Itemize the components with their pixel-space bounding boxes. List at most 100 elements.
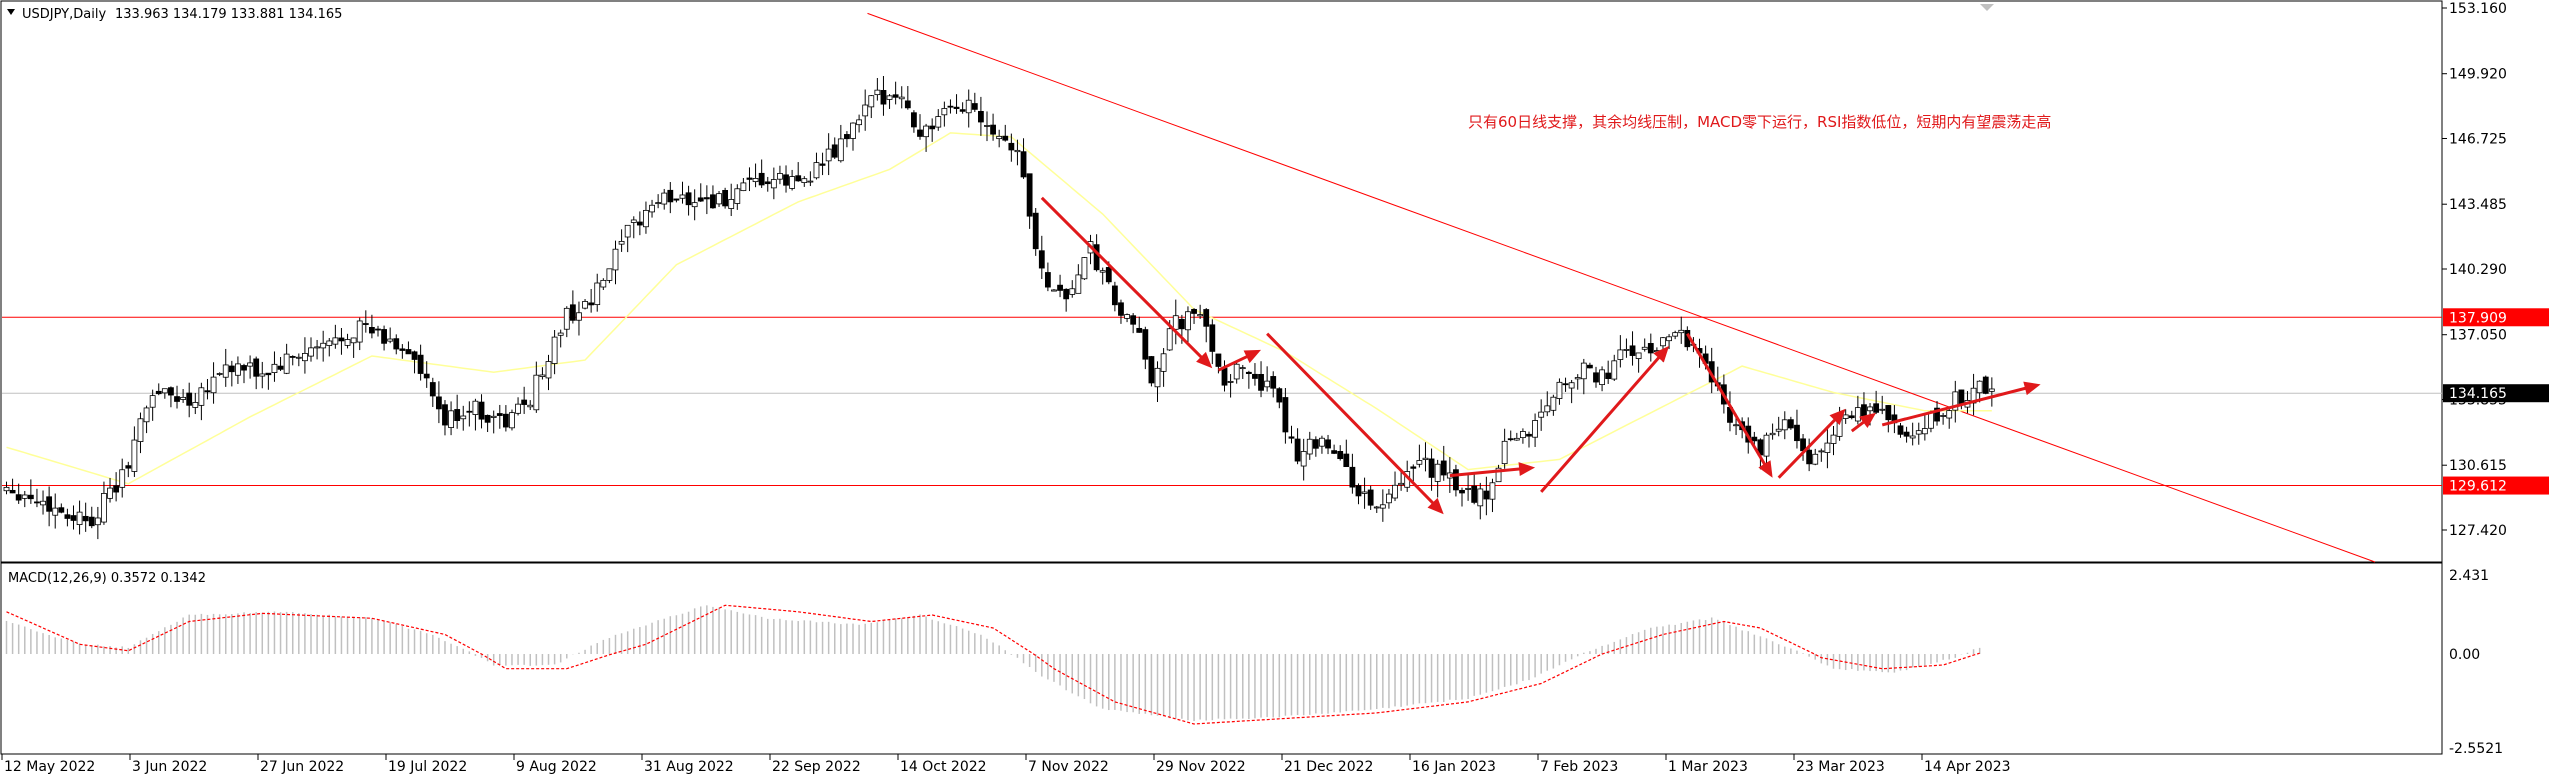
candle-body	[1629, 345, 1636, 356]
candle	[210, 362, 217, 404]
candle-body	[789, 176, 796, 189]
candle	[1410, 464, 1417, 482]
candle	[1556, 378, 1563, 405]
candle	[1319, 435, 1325, 454]
level-tag-bg	[2443, 476, 2549, 495]
candle	[107, 477, 113, 503]
candle-body	[502, 413, 509, 428]
candle	[1422, 442, 1429, 472]
candle-body	[1337, 450, 1344, 460]
candle-body	[1270, 376, 1277, 389]
candle-body	[94, 517, 101, 526]
candle-body	[953, 106, 960, 109]
candle-body	[1976, 380, 1983, 394]
candle-body	[1635, 352, 1642, 359]
candle	[228, 360, 235, 387]
candle	[277, 356, 284, 372]
candle-body	[9, 489, 16, 494]
candle	[1879, 395, 1886, 415]
candle-body	[728, 199, 735, 209]
candle-body	[265, 372, 272, 376]
candle-body	[710, 194, 716, 209]
candle-body	[862, 104, 869, 117]
candle	[1361, 477, 1368, 509]
candle-body	[375, 328, 381, 331]
candle-body	[777, 173, 783, 180]
candle	[1854, 395, 1861, 425]
candle-body	[1075, 274, 1082, 294]
candle-body	[1763, 434, 1770, 457]
candle	[1312, 436, 1319, 457]
candle-body	[228, 365, 235, 373]
trend-lines	[867, 12, 2376, 563]
price-tick-label: 137.050	[2449, 328, 2507, 344]
candle-body	[88, 516, 95, 527]
candle-body	[149, 395, 156, 408]
candle	[265, 372, 272, 390]
candle-body	[1574, 377, 1581, 380]
candle	[320, 330, 327, 362]
date-tick-label: 16 Jan 2023	[1412, 759, 1496, 775]
candle-body	[308, 347, 314, 357]
candle-body	[904, 100, 911, 109]
candle-body	[1392, 484, 1398, 499]
candle-body	[825, 148, 832, 162]
candle-body	[691, 202, 698, 208]
candle-body	[253, 358, 260, 377]
candle-body	[892, 94, 899, 98]
candle-body	[569, 304, 576, 321]
candle	[1587, 362, 1593, 369]
candle-body	[1861, 404, 1867, 417]
candle	[1124, 313, 1130, 323]
candle-body	[1197, 314, 1204, 317]
candle-body	[1593, 372, 1599, 383]
candle	[295, 353, 302, 367]
candle-body	[326, 340, 333, 346]
candle	[149, 389, 156, 421]
candle-body	[758, 172, 765, 186]
candle	[82, 502, 89, 532]
candle	[1392, 471, 1398, 502]
candle-body	[545, 361, 552, 379]
candle-body	[15, 494, 22, 501]
candle	[1252, 363, 1258, 386]
candle-body	[1781, 419, 1788, 431]
candle	[1520, 428, 1526, 444]
candle	[831, 137, 838, 160]
date-tick-label: 29 Nov 2022	[1156, 759, 1246, 775]
candle-body	[606, 268, 613, 281]
candle-body	[612, 248, 619, 271]
candle	[58, 503, 65, 514]
candle	[1459, 487, 1465, 507]
candle	[1008, 133, 1015, 162]
candle-body	[764, 181, 771, 185]
candle-body	[917, 129, 923, 137]
candle-body	[1538, 411, 1545, 418]
candle	[1946, 408, 1953, 429]
level-tag-label: 129.612	[2449, 479, 2507, 495]
candle	[630, 216, 637, 239]
arrow-head	[1243, 349, 1261, 364]
candle	[1909, 422, 1916, 446]
candle	[1349, 453, 1356, 494]
candle-body	[1178, 318, 1185, 330]
candle-body	[1069, 288, 1076, 295]
candle-body	[1550, 396, 1557, 411]
candle-body	[837, 138, 844, 162]
candle	[1794, 409, 1800, 449]
scroll-marker-icon[interactable]	[1980, 4, 1994, 11]
candle	[1501, 428, 1508, 469]
candle-body	[1556, 381, 1563, 399]
candle	[1526, 431, 1532, 448]
candle	[1379, 489, 1386, 522]
candle-body	[1660, 337, 1666, 347]
candle	[844, 131, 850, 148]
candle	[527, 400, 534, 410]
candle-body	[1386, 493, 1392, 504]
candle	[1617, 335, 1624, 368]
candle	[88, 506, 95, 529]
candle-body	[1848, 415, 1855, 419]
wave-arrow-0	[1040, 196, 1213, 369]
candle-body	[101, 493, 107, 523]
candle-body	[1562, 383, 1569, 386]
